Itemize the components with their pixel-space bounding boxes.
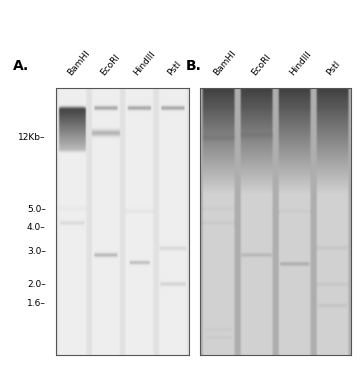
Text: 5.0–: 5.0– bbox=[27, 205, 46, 214]
Text: 1.6–: 1.6– bbox=[27, 299, 46, 307]
Text: HindIII: HindIII bbox=[287, 49, 313, 77]
Text: 3.0–: 3.0– bbox=[27, 247, 46, 256]
Text: HindIII: HindIII bbox=[132, 49, 158, 77]
Text: BamHI: BamHI bbox=[212, 49, 238, 77]
Text: 4.0–: 4.0– bbox=[27, 223, 46, 232]
Text: B.: B. bbox=[185, 59, 201, 73]
Text: A.: A. bbox=[13, 59, 29, 73]
Text: 2.0–: 2.0– bbox=[27, 280, 46, 289]
Text: EcoRI: EcoRI bbox=[99, 52, 122, 77]
Text: BamHI: BamHI bbox=[66, 49, 91, 77]
Text: PstI: PstI bbox=[166, 59, 183, 77]
Text: EcoRI: EcoRI bbox=[249, 52, 273, 77]
Text: 12Kb–: 12Kb– bbox=[18, 133, 46, 142]
Text: PstI: PstI bbox=[325, 59, 342, 77]
